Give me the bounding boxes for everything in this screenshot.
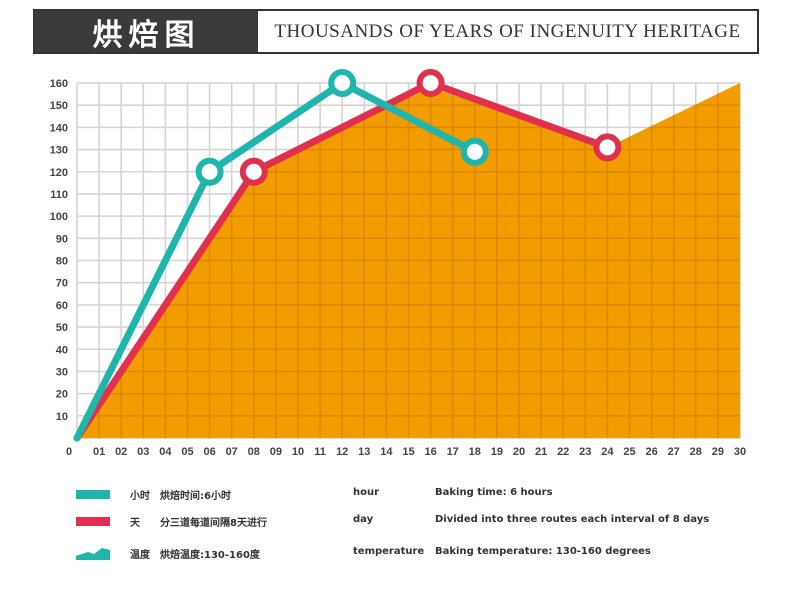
legend-swatch-day-bar [76,517,110,526]
x-tick-label: 19 [491,446,503,458]
x-tick-label: 08 [248,446,260,458]
legend-swatch-hour-bar [76,490,110,499]
legend-swatch-hour [76,490,110,499]
legend-temperature-en-label: temperature [353,546,425,557]
y-tick-label: 140 [50,122,68,134]
series-lines-layer [73,79,611,442]
x-tick-label: 23 [579,446,591,458]
x-tick-label: 10 [292,446,304,458]
legend-day-cn-desc: 分三道每道间隔8天进行 [160,518,267,529]
x-tick-label: 22 [557,446,569,458]
legend-swatch-temperature-area [76,548,110,560]
x-tick-label: 25 [623,446,635,458]
x-tick-label: 01 [93,446,105,458]
x-tick-label: 03 [137,446,149,458]
legend-day-en-desc: Divided into three routes each interval … [435,514,710,525]
x-tick-label: 14 [380,446,393,458]
y-tick-label: 10 [56,411,68,423]
x-tick-label: 11 [314,446,326,458]
legend-temperature-cn-desc: 烘焙温度:130-160度 [160,550,260,561]
y-axis-ticks: 10 20 30 40 50 60 70 80 90 100 110 120 130 140 150 160 [50,78,68,423]
y-tick-label: 80 [56,256,68,268]
x-tick-label: 07 [226,446,238,458]
legend-day-en-label: day [353,514,374,525]
x-tick-label: 27 [668,446,680,458]
y-tick-label: 110 [50,189,68,201]
series-point-day-3 [593,133,622,162]
x-tick-label: 24 [601,446,614,458]
series-line-day [73,79,611,442]
legend-temperature-cn-label: 温度 [130,550,150,561]
legend-temperature-en-desc: Baking temperature: 130-160 degrees [435,546,651,557]
y-tick-label: 130 [50,145,68,157]
x-tick-label: 28 [690,446,702,458]
x-tick-label: 18 [469,446,481,458]
x-tick-label: 16 [424,446,436,458]
y-tick-label: 120 [50,167,68,179]
legend-row-temperature: 温度 烘焙温度:130-160度 temperature Baking temp… [0,543,786,563]
series-point-hour-3 [460,137,489,166]
x-tick-label: 06 [203,446,215,458]
x-tick-label: 0 [66,446,72,458]
x-tick-label: 29 [712,446,724,458]
y-tick-label: 60 [56,300,68,312]
x-tick-label: 09 [270,446,282,458]
chart-subtitle: THOUSANDS OF YEARS OF INGENUITY HERITAGE [274,20,741,42]
series-point-hour-2 [328,69,357,97]
series-point-hour-1 [195,157,224,186]
x-axis-ticks: 0 01 02 03 04 05 06 07 08 09 10 11 12 13 14 15 16 17 18 19 2… [66,446,746,458]
y-tick-label: 70 [56,278,68,290]
legend-hour-en-label: hour [353,487,380,498]
y-tick-label: 40 [56,344,68,356]
x-tick-label: 17 [447,446,459,458]
title-banner: 烘焙图 THOUSANDS OF YEARS OF INGENUITY HERI… [33,9,759,54]
series-line-hour [73,79,479,442]
y-tick-label: 90 [56,233,68,245]
y-tick-label: 150 [50,100,68,112]
series-point-day-2 [416,69,445,97]
series-markers-layer [195,69,622,186]
baking-chart: 0 01 02 03 04 05 06 07 08 09 10 11 12 13 14 15 16 17 18 19 2… [50,69,746,458]
y-tick-label: 160 [50,78,68,90]
x-tick-label: 12 [336,446,348,458]
x-tick-label: 20 [513,446,525,458]
y-tick-label: 100 [50,211,68,223]
x-tick-label: 15 [402,446,414,458]
series-point-day-1 [239,157,268,186]
legend-swatch-temperature [76,548,110,560]
x-tick-label: 02 [115,446,127,458]
legend-row-hour: 小时 烘焙时间:6小时 hour Baking time: 6 hours [0,484,786,504]
x-tick-label: 30 [734,446,746,458]
x-tick-label: 04 [159,446,172,458]
chart-title-cn: 烘焙图 [35,11,258,53]
legend-hour-en-desc: Baking time: 6 hours [435,487,553,498]
x-tick-label: 05 [181,446,193,458]
y-tick-label: 30 [56,366,68,378]
legend-swatch-day [76,517,110,526]
legend-hour-cn-label: 小时 [130,491,150,502]
y-tick-label: 20 [56,389,68,401]
legend-hour-cn-desc: 烘焙时间:6小时 [160,491,231,502]
legend-day-cn-label: 天 [130,518,140,529]
x-tick-label: 13 [358,446,370,458]
x-tick-label: 21 [535,446,547,458]
x-tick-label: 26 [645,446,657,458]
y-tick-label: 50 [56,322,68,334]
legend-row-day: 天 分三道每道间隔8天进行 day Divided into three rou… [0,511,786,531]
